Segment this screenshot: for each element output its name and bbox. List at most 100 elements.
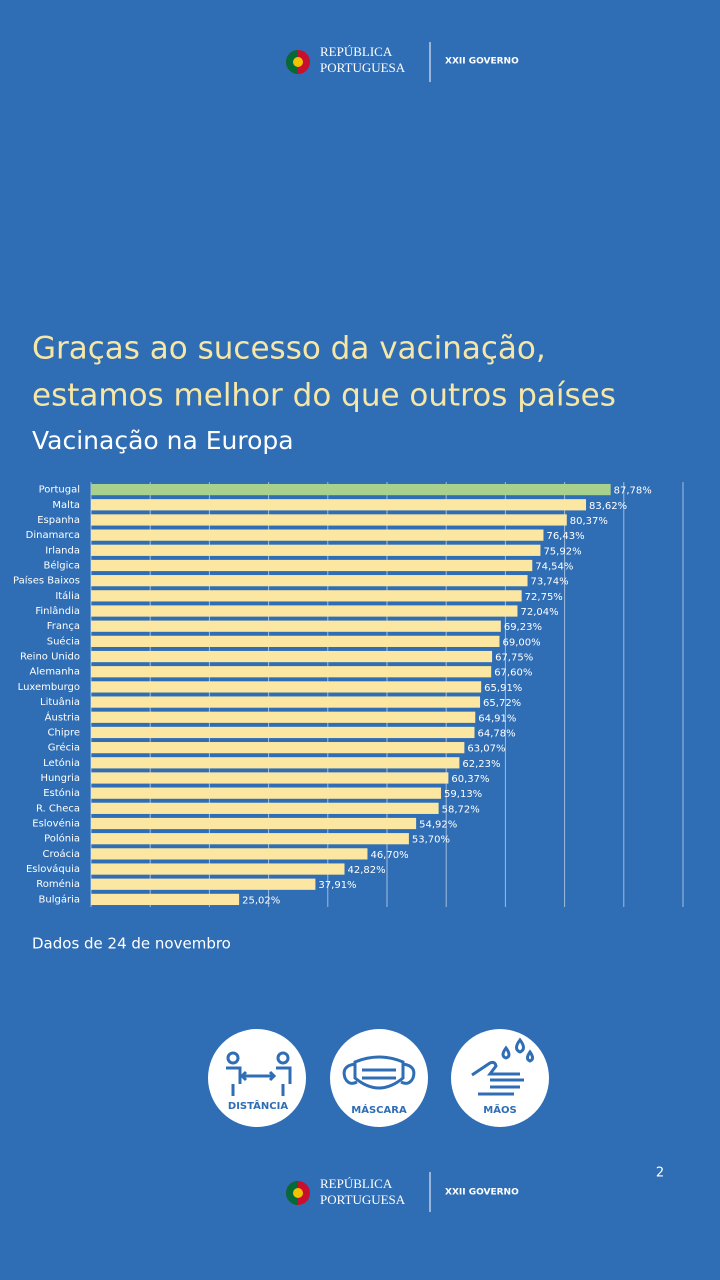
- bar: [91, 878, 316, 890]
- bar: [91, 757, 460, 769]
- y-tick-label: França: [47, 621, 80, 632]
- y-tick-label: Suécia: [47, 635, 80, 647]
- emblem-center: [293, 57, 303, 67]
- chart-title: estamos melhor do que outros países: [32, 378, 616, 414]
- bar: [91, 635, 500, 647]
- y-tick-label: Hungria: [40, 773, 80, 784]
- y-tick-label: Reino Unido: [20, 652, 80, 663]
- government: XXII GOVERNO: [445, 1188, 519, 1198]
- brand-line: REPÚBLICA: [320, 1176, 393, 1191]
- icon-mascara: MÁSCARA: [330, 1029, 428, 1127]
- bar: [91, 817, 417, 830]
- emblem-green: [286, 50, 298, 74]
- bar: [91, 696, 481, 708]
- y-tick-label: Bélgica: [43, 559, 80, 571]
- y-tick-label: Estónia: [43, 787, 80, 799]
- y-tick-label: Grécia: [48, 742, 80, 754]
- icon-label: DISTÂNCIA: [228, 1099, 288, 1112]
- value-label: 42,82%: [347, 865, 385, 876]
- bar: [91, 483, 611, 496]
- y-tick-label: Espanha: [37, 515, 80, 526]
- bar: [91, 544, 541, 556]
- bar: [91, 559, 533, 572]
- y-tick-label: Portugal: [39, 485, 80, 496]
- value-label: 67,60%: [494, 668, 532, 679]
- bar: [91, 575, 528, 587]
- icon-maos: MÃOS: [451, 1029, 549, 1127]
- y-tick-label: Croácia: [42, 848, 80, 860]
- value-label: 65,72%: [483, 698, 521, 709]
- icon-label: MÃOS: [483, 1103, 516, 1116]
- value-label: 69,00%: [502, 637, 540, 648]
- value-label: 63,07%: [467, 744, 505, 755]
- value-label: 64,91%: [478, 713, 516, 724]
- chart-title: Graças ao sucesso da vacinação,: [32, 331, 546, 367]
- value-label: 74,54%: [535, 561, 573, 572]
- value-label: 69,23%: [504, 622, 542, 633]
- bar: [91, 711, 476, 723]
- bar: [91, 620, 501, 632]
- y-tick-label: Áustria: [45, 710, 80, 723]
- icon-label: MÁSCARA: [351, 1103, 407, 1116]
- bar: [91, 848, 368, 860]
- y-tick-label: Eslovénia: [32, 818, 80, 830]
- y-tick-label: Bulgária: [39, 893, 80, 905]
- bar: [91, 742, 465, 754]
- value-label: 65,91%: [484, 683, 522, 694]
- icon-circle: [451, 1029, 549, 1127]
- y-tick-label: Letónia: [43, 757, 80, 769]
- bar: [91, 787, 442, 799]
- chart-subtitle: Vacinação na Europa: [32, 426, 294, 455]
- value-label: 58,72%: [442, 804, 480, 815]
- footer-logo: REPÚBLICA PORTUGUESA XXII GOVERNO: [286, 1172, 519, 1212]
- bar: [91, 833, 409, 845]
- value-label: 75,92%: [543, 546, 581, 557]
- bar: [91, 529, 544, 541]
- value-label: 37,91%: [318, 880, 356, 891]
- value-label: 59,13%: [444, 789, 482, 800]
- bar: [91, 802, 439, 814]
- value-label: 80,37%: [570, 516, 608, 527]
- header-logo: REPÚBLICA PORTUGUESA XXII GOVERNO: [286, 42, 519, 82]
- y-tick-label: Roménia: [36, 878, 80, 890]
- y-tick-label: Países Baixos: [13, 575, 80, 587]
- y-tick-label: R. Checa: [36, 803, 80, 814]
- value-label: 76,43%: [546, 531, 584, 542]
- bar: [91, 499, 587, 511]
- y-tick-label: Lituânia: [40, 696, 80, 708]
- bar: [91, 590, 522, 602]
- emblem-green: [286, 1181, 298, 1205]
- y-tick-label: Dinamarca: [26, 530, 80, 541]
- y-tick-label: Irlanda: [45, 545, 80, 556]
- bar: [91, 666, 492, 678]
- value-label: 73,74%: [531, 577, 569, 588]
- value-label: 25,02%: [242, 895, 280, 906]
- y-tick-label: Malta: [52, 500, 80, 511]
- brand-line: REPÚBLICA: [320, 44, 393, 59]
- value-label: 53,70%: [412, 835, 450, 846]
- brand-line: PORTUGUESA: [320, 60, 406, 75]
- bar: [91, 772, 449, 784]
- bar: [91, 726, 475, 739]
- value-label: 60,37%: [451, 774, 489, 785]
- y-tick-label: Eslováquia: [26, 863, 80, 875]
- brand-line: PORTUGUESA: [320, 1192, 406, 1207]
- y-tick-label: Luxemburgo: [18, 682, 80, 693]
- value-label: 72,04%: [520, 607, 558, 618]
- value-label: 54,92%: [419, 820, 457, 831]
- y-tick-label: Itália: [55, 590, 80, 602]
- y-tick-label: Finlândia: [35, 605, 80, 617]
- y-tick-label: Polónia: [44, 833, 80, 845]
- government: XXII GOVERNO: [445, 57, 519, 67]
- bar: [91, 681, 482, 693]
- bar: [91, 650, 493, 663]
- value-label: 67,75%: [495, 653, 533, 664]
- value-label: 72,75%: [525, 592, 563, 603]
- bar: [91, 605, 518, 617]
- value-label: 46,70%: [370, 850, 408, 861]
- bar: [91, 893, 240, 906]
- bar-chart: Portugal 87,78% Malta 83,62% Espanha 80,37% Di…: [13, 482, 684, 907]
- page-number: 2: [656, 1166, 664, 1181]
